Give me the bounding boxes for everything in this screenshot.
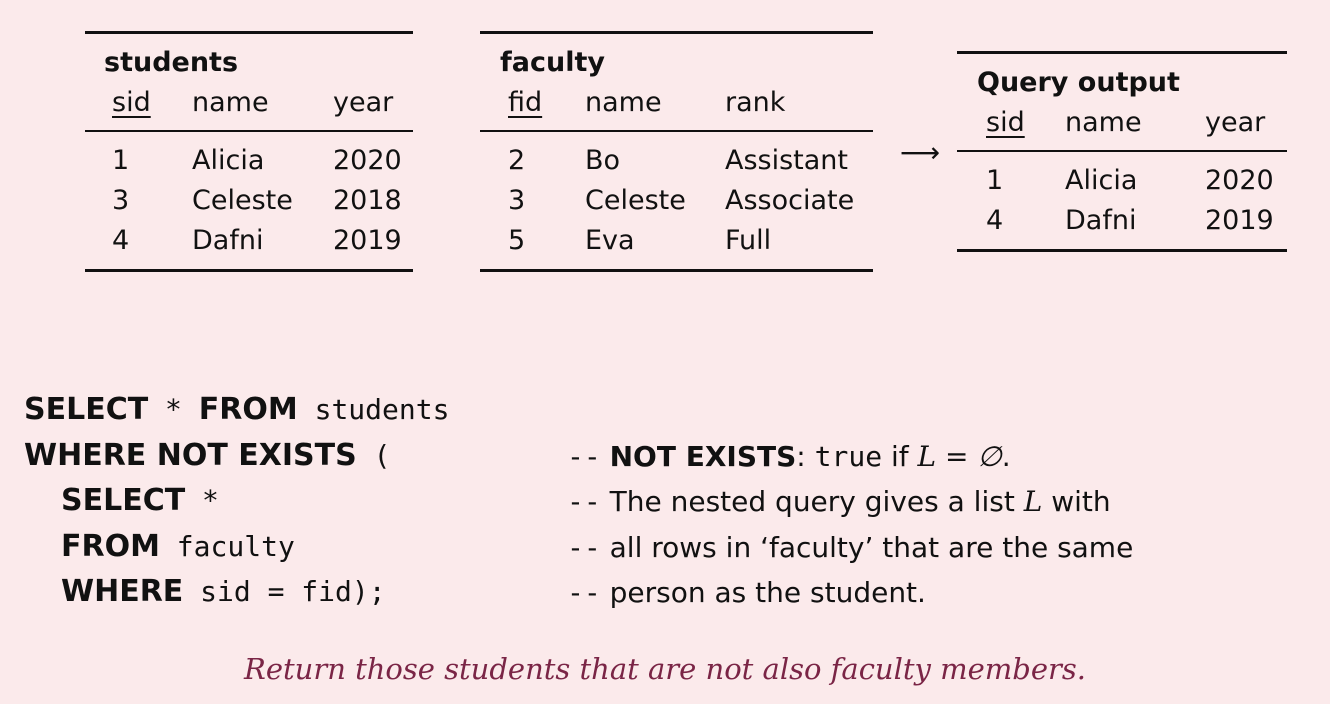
table-cell: 2019 — [333, 225, 402, 256]
sql-line-2: WHERE NOT EXISTS ( — [24, 438, 390, 478]
comment-dash: -- — [567, 531, 601, 564]
right-arrow-icon: ⟶ — [900, 136, 941, 169]
table-cell: 1 — [986, 165, 1004, 196]
column-header-rank: rank — [725, 87, 786, 118]
sql-code: ( — [356, 439, 391, 472]
comment-text: : — [796, 440, 815, 473]
sql-line-4: FROM faculty — [61, 529, 295, 569]
sql-code: students — [297, 393, 450, 426]
faculty-table: faculty fid name rank 2 Bo Assistant 3 C… — [480, 31, 873, 274]
table-cell: Alicia — [1065, 165, 1138, 196]
table-cell: 3 — [112, 185, 130, 216]
table-cell: Bo — [585, 145, 621, 176]
table-cell: Assistant — [725, 145, 849, 176]
table-cell: 2019 — [1205, 205, 1274, 236]
comment-dash: -- — [567, 440, 601, 473]
table-cell: 5 — [508, 225, 526, 256]
table-bottom-rule — [85, 269, 413, 272]
table-cell: 3 — [508, 185, 526, 216]
table-title: faculty — [500, 47, 605, 78]
table-cell: Dafni — [1065, 205, 1137, 236]
comment-code: true — [814, 440, 883, 473]
table-bottom-rule — [480, 269, 873, 272]
sql-code: * — [185, 484, 219, 517]
caption: Return those students that are not also … — [244, 652, 1086, 686]
sql-comment-3: -- all rows in ‘faculty’ that are the sa… — [567, 531, 1133, 564]
column-header-fid: fid — [508, 87, 543, 118]
column-header-year: year — [1205, 107, 1266, 138]
table-cell: Celeste — [192, 185, 293, 216]
comment-math: L = ∅ — [917, 440, 1002, 473]
table-cell: 4 — [112, 225, 130, 256]
table-bottom-rule — [957, 249, 1287, 252]
table-header-rule — [957, 150, 1287, 152]
table-header-rule — [85, 130, 413, 132]
sql-line-3: SELECT * — [61, 483, 219, 523]
sql-code: sid = fid); — [183, 575, 386, 608]
table-cell: 4 — [986, 205, 1004, 236]
sql-line-5: WHERE sid = fid); — [61, 574, 386, 614]
table-top-rule — [480, 31, 873, 34]
comment-text: person as the student. — [609, 576, 926, 609]
column-header-year: year — [333, 87, 394, 118]
table-cell: 2 — [508, 145, 526, 176]
table-cell: Alicia — [192, 145, 265, 176]
table-title: Query output — [977, 67, 1180, 98]
table-cell: Dafni — [192, 225, 264, 256]
table-top-rule — [85, 31, 413, 34]
sql-comment-4: -- person as the student. — [567, 576, 926, 609]
sql-keyword: FROM — [198, 392, 298, 427]
column-header-sid: sid — [986, 107, 1025, 138]
sql-keyword: WHERE — [61, 574, 184, 609]
comment-text: all rows in ‘faculty’ that are the same — [609, 531, 1134, 564]
column-header-name: name — [1065, 107, 1142, 138]
table-cell: Associate — [725, 185, 855, 216]
comment-math: L — [1023, 485, 1043, 518]
table-title: students — [104, 47, 239, 78]
table-cell: 2018 — [333, 185, 402, 216]
table-top-rule — [957, 51, 1287, 54]
comment-text: The nested query gives a list — [609, 485, 1024, 518]
sql-keyword: FROM — [61, 529, 160, 564]
table-cell: Celeste — [585, 185, 686, 216]
table-cell: 1 — [112, 145, 130, 176]
column-header-name: name — [585, 87, 662, 118]
column-header-sid: sid — [112, 87, 151, 118]
sql-code: * — [148, 393, 199, 426]
sql-comment-1: -- NOT EXISTS: true if L = ∅. — [567, 440, 1011, 473]
sql-keyword: SELECT — [61, 483, 186, 518]
column-header-name: name — [192, 87, 269, 118]
table-cell: Full — [725, 225, 772, 256]
sql-code: faculty — [159, 530, 295, 563]
sql-comment-2: -- The nested query gives a list L with — [567, 485, 1111, 518]
comment-dash: -- — [567, 576, 601, 609]
table-cell: Eva — [585, 225, 635, 256]
sql-keyword: SELECT — [24, 392, 149, 427]
comment-text: . — [1001, 440, 1011, 473]
sql-keyword: WHERE NOT EXISTS — [24, 438, 357, 473]
query-output-table: Query output sid name year 1 Alicia 2020… — [957, 51, 1287, 255]
comment-dash: -- — [567, 485, 601, 518]
table-cell: 2020 — [333, 145, 402, 176]
students-table: students sid name year 1 Alicia 2020 3 C… — [85, 31, 413, 274]
comment-text: if — [882, 440, 918, 473]
comment-keyword: NOT EXISTS — [609, 440, 797, 473]
table-cell: 2020 — [1205, 165, 1274, 196]
table-header-rule — [480, 130, 873, 132]
comment-text: with — [1042, 485, 1111, 518]
sql-line-1: SELECT * FROM students — [24, 392, 449, 432]
